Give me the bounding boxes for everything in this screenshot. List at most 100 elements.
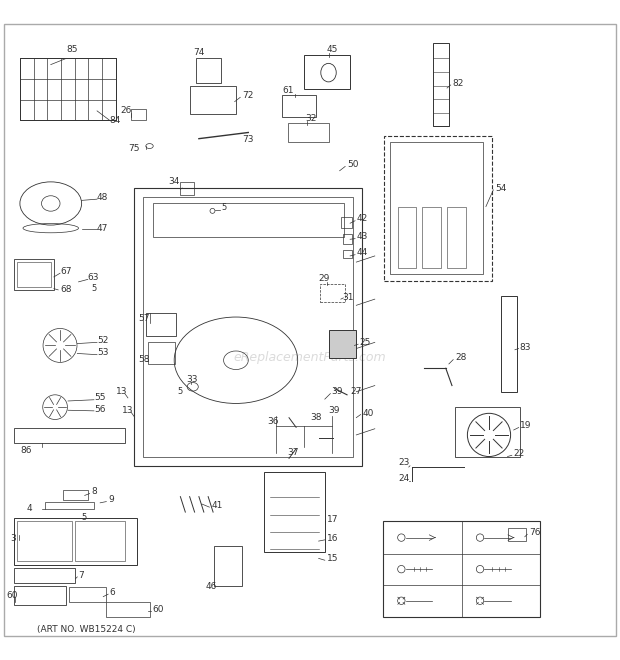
Text: 27: 27 bbox=[350, 387, 361, 396]
Text: 61: 61 bbox=[282, 86, 294, 95]
Bar bbox=[397, 207, 416, 268]
Bar bbox=[502, 296, 516, 392]
Text: 38: 38 bbox=[310, 413, 322, 422]
Text: 5: 5 bbox=[177, 387, 182, 396]
Bar bbox=[20, 59, 115, 120]
Text: 4: 4 bbox=[26, 504, 32, 513]
Text: 37: 37 bbox=[288, 447, 299, 457]
Bar bbox=[45, 502, 94, 509]
Text: 15: 15 bbox=[327, 554, 338, 563]
Text: 82: 82 bbox=[452, 79, 463, 88]
Text: 42: 42 bbox=[356, 214, 368, 223]
Text: 56: 56 bbox=[94, 405, 105, 414]
Text: 17: 17 bbox=[327, 515, 338, 524]
Text: 24: 24 bbox=[398, 474, 410, 482]
Text: 3: 3 bbox=[11, 534, 16, 543]
Bar bbox=[288, 123, 329, 142]
Text: 31: 31 bbox=[342, 293, 353, 302]
Text: 8: 8 bbox=[91, 487, 97, 496]
Text: 40: 40 bbox=[363, 409, 374, 418]
Text: 19: 19 bbox=[520, 421, 531, 430]
Bar bbox=[196, 59, 221, 83]
Text: 85: 85 bbox=[66, 45, 78, 53]
Bar bbox=[282, 96, 316, 117]
Bar bbox=[143, 197, 353, 457]
Text: 72: 72 bbox=[242, 91, 254, 100]
Bar bbox=[148, 343, 175, 364]
Bar bbox=[320, 284, 345, 302]
Text: 9: 9 bbox=[108, 495, 114, 504]
Text: 73: 73 bbox=[242, 135, 254, 145]
Text: 34: 34 bbox=[168, 178, 179, 186]
Text: 22: 22 bbox=[514, 449, 525, 458]
Bar bbox=[422, 207, 441, 268]
Text: 25: 25 bbox=[360, 338, 371, 347]
Text: 48: 48 bbox=[97, 193, 108, 202]
Text: 7: 7 bbox=[79, 570, 84, 579]
Text: 5: 5 bbox=[82, 513, 87, 521]
Bar bbox=[146, 313, 176, 336]
Bar bbox=[384, 135, 492, 280]
Bar bbox=[14, 518, 137, 564]
Text: 55: 55 bbox=[94, 393, 105, 403]
Text: 83: 83 bbox=[520, 343, 531, 352]
Text: 74: 74 bbox=[193, 48, 204, 57]
Text: eReplacementParts.com: eReplacementParts.com bbox=[234, 351, 386, 364]
Bar bbox=[153, 203, 344, 238]
Text: 41: 41 bbox=[211, 502, 223, 510]
Text: 39: 39 bbox=[332, 387, 343, 396]
Text: 52: 52 bbox=[97, 336, 108, 345]
Text: 16: 16 bbox=[327, 533, 338, 543]
Bar bbox=[14, 259, 54, 290]
Bar bbox=[329, 330, 356, 358]
Text: 63: 63 bbox=[88, 273, 99, 282]
Text: 5: 5 bbox=[221, 203, 226, 213]
Text: 5: 5 bbox=[91, 284, 96, 292]
Text: 45: 45 bbox=[327, 45, 338, 53]
Text: 53: 53 bbox=[97, 348, 108, 357]
Bar bbox=[390, 142, 483, 275]
Text: 76: 76 bbox=[529, 528, 541, 537]
Text: 75: 75 bbox=[128, 144, 140, 153]
Text: 39: 39 bbox=[329, 406, 340, 414]
Text: 28: 28 bbox=[455, 353, 466, 362]
Text: 43: 43 bbox=[356, 232, 368, 242]
Bar bbox=[69, 587, 106, 601]
Bar bbox=[14, 428, 125, 443]
Text: 84: 84 bbox=[109, 115, 121, 125]
Text: 54: 54 bbox=[495, 183, 507, 193]
Bar bbox=[304, 55, 350, 89]
Bar bbox=[14, 586, 66, 605]
Bar bbox=[76, 521, 125, 562]
Text: 6: 6 bbox=[109, 588, 115, 597]
Bar bbox=[264, 472, 326, 552]
Bar bbox=[63, 490, 88, 500]
Bar bbox=[215, 546, 242, 586]
Text: 47: 47 bbox=[97, 224, 108, 233]
Text: 33: 33 bbox=[187, 375, 198, 384]
Text: 13: 13 bbox=[122, 406, 133, 414]
Bar bbox=[343, 234, 352, 244]
Text: 46: 46 bbox=[205, 581, 216, 591]
Bar bbox=[106, 601, 149, 617]
Bar bbox=[508, 527, 526, 541]
Bar bbox=[190, 86, 236, 114]
Text: 13: 13 bbox=[115, 387, 127, 396]
Bar bbox=[433, 43, 449, 126]
Bar bbox=[14, 568, 76, 583]
Text: 23: 23 bbox=[398, 458, 410, 467]
Bar bbox=[343, 249, 352, 259]
Text: 26: 26 bbox=[120, 106, 132, 116]
Bar bbox=[180, 182, 194, 195]
Text: 29: 29 bbox=[318, 275, 329, 283]
Text: 67: 67 bbox=[60, 267, 71, 276]
Bar bbox=[383, 521, 540, 617]
Text: 50: 50 bbox=[347, 160, 358, 169]
Text: 58: 58 bbox=[138, 355, 150, 364]
Bar bbox=[341, 217, 352, 228]
Bar bbox=[134, 188, 363, 466]
Text: 68: 68 bbox=[60, 285, 71, 294]
Text: 60: 60 bbox=[6, 591, 18, 600]
Bar bbox=[455, 407, 520, 457]
Text: 57: 57 bbox=[138, 314, 150, 323]
